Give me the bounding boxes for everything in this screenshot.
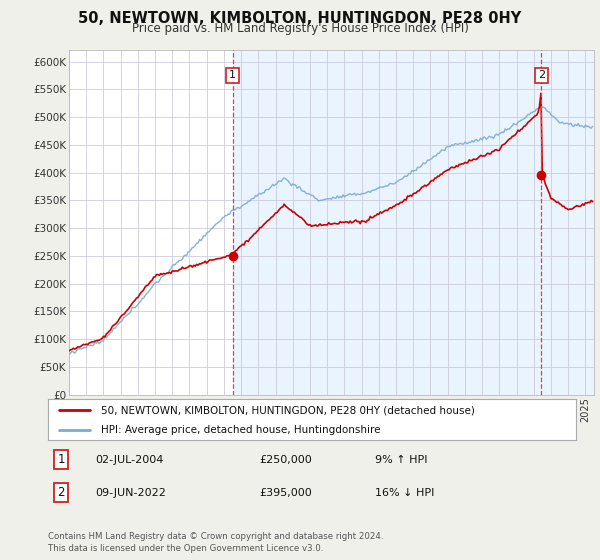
- Text: HPI: Average price, detached house, Huntingdonshire: HPI: Average price, detached house, Hunt…: [101, 424, 380, 435]
- Text: Contains HM Land Registry data © Crown copyright and database right 2024.
This d: Contains HM Land Registry data © Crown c…: [48, 533, 383, 553]
- Text: 2: 2: [58, 486, 65, 499]
- Text: £250,000: £250,000: [259, 455, 312, 465]
- Text: 9% ↑ HPI: 9% ↑ HPI: [376, 455, 428, 465]
- Text: 1: 1: [58, 453, 65, 466]
- Text: 50, NEWTOWN, KIMBOLTON, HUNTINGDON, PE28 0HY: 50, NEWTOWN, KIMBOLTON, HUNTINGDON, PE28…: [79, 11, 521, 26]
- Bar: [233, 50, 594, 395]
- Text: £395,000: £395,000: [259, 488, 312, 498]
- Text: Price paid vs. HM Land Registry's House Price Index (HPI): Price paid vs. HM Land Registry's House …: [131, 22, 469, 35]
- Text: 09-JUN-2022: 09-JUN-2022: [95, 488, 166, 498]
- Text: 02-JUL-2004: 02-JUL-2004: [95, 455, 164, 465]
- Text: 1: 1: [229, 71, 236, 81]
- Text: 2: 2: [538, 71, 545, 81]
- Text: 50, NEWTOWN, KIMBOLTON, HUNTINGDON, PE28 0HY (detached house): 50, NEWTOWN, KIMBOLTON, HUNTINGDON, PE28…: [101, 405, 475, 415]
- Text: 16% ↓ HPI: 16% ↓ HPI: [376, 488, 435, 498]
